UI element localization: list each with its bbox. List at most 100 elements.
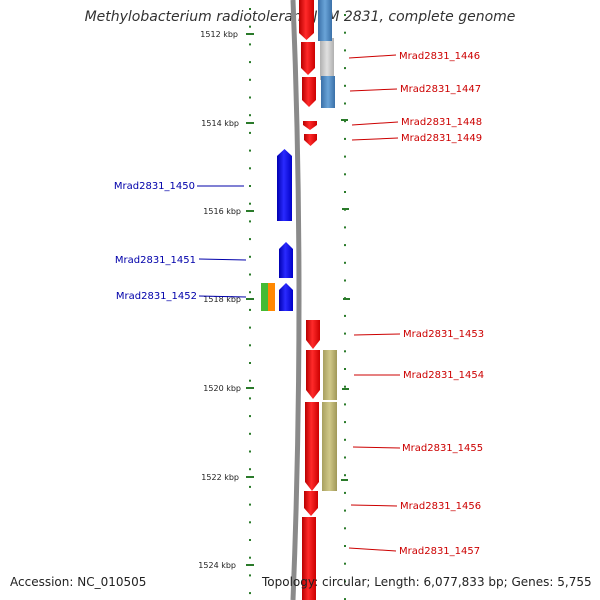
minor-tick-dot [344, 527, 346, 530]
tick-label: 1520 kbp [203, 384, 241, 393]
minor-tick-dot [249, 432, 251, 435]
gene-label-1446[interactable]: Mrad2831_1446 [399, 51, 480, 62]
minor-tick-dot [249, 362, 251, 364]
gene-arrows [277, 0, 320, 600]
gene-label-1455[interactable]: Mrad2831_1455 [402, 443, 483, 454]
khaki-feature [323, 350, 337, 400]
minor-tick-dot [249, 592, 251, 595]
minor-tick-dot [344, 456, 346, 459]
minor-tick-dot [249, 25, 251, 28]
gene-label-1453[interactable]: Mrad2831_1453 [403, 329, 484, 340]
steelblue-feature [318, 0, 332, 41]
minor-tick-dot [344, 562, 346, 565]
minor-tick-dot [249, 185, 251, 187]
green-feature [261, 283, 268, 311]
leader-line [349, 88, 398, 92]
leader-line [353, 333, 401, 336]
minor-tick-dot [344, 385, 346, 388]
minor-tick-dot [249, 397, 251, 400]
leader-line [348, 54, 397, 59]
minor-tick-dot [249, 131, 251, 134]
leader-line [350, 504, 398, 507]
genome-backbone [290, 0, 302, 600]
steelblue-feature [321, 76, 335, 108]
minor-tick-dot [344, 403, 346, 406]
minor-tick-dot [344, 226, 346, 229]
minor-tick-dot [344, 350, 346, 353]
leader-line [351, 137, 399, 141]
gene-arrow-reverse-1452 [279, 283, 293, 311]
gene-label-1448[interactable]: Mrad2831_1448 [401, 117, 482, 128]
minor-tick-dot [249, 326, 251, 329]
orange-feature [268, 283, 275, 311]
minor-tick-dot [249, 450, 251, 453]
tick-label: 1512 kbp [200, 30, 238, 39]
gene-arrow-forward-1454 [306, 350, 320, 399]
gene-arrow-forward-1455 [305, 402, 319, 491]
right-axis-ticks [341, 119, 350, 481]
minor-tick-dot [344, 244, 346, 247]
minor-tick-dot [344, 261, 346, 264]
minor-tick-dot [344, 31, 346, 34]
minor-tick-dot [344, 279, 346, 282]
leader-line [348, 547, 397, 552]
minor-tick-dot [249, 379, 251, 382]
minor-tick-dot [249, 273, 251, 276]
minor-tick-dot [344, 173, 346, 176]
minor-tick-dot [249, 344, 251, 347]
gene-arrow-reverse-1450 [277, 149, 292, 221]
khaki-feature [322, 402, 337, 491]
minor-tick-dot [344, 102, 346, 105]
feature-blocks [261, 0, 337, 491]
minor-tick-dot [344, 67, 346, 70]
leader-line [198, 258, 247, 261]
gene-label-1452[interactable]: Mrad2831_1452 [116, 291, 197, 302]
minor-tick-dot [249, 574, 251, 577]
gene-arrow-forward-1449 [304, 134, 317, 146]
minor-tick-dot [344, 332, 346, 335]
gene-label-1450[interactable]: Mrad2831_1450 [114, 181, 195, 192]
minor-tick-dot [249, 43, 251, 46]
gene-label-1457[interactable]: Mrad2831_1457 [399, 546, 480, 557]
minor-tick-dot [249, 61, 251, 64]
minor-tick-dot [249, 521, 251, 524]
leader-line [198, 295, 247, 298]
gene-labels: Mrad2831_1446 Mrad2831_1447 Mrad2831_144… [114, 51, 484, 557]
gene-label-1449[interactable]: Mrad2831_1449 [401, 133, 482, 144]
gene-arrow-forward [302, 77, 316, 107]
minor-tick-dot [249, 255, 251, 258]
minor-tick-dot [249, 149, 251, 152]
tick-label: 1524 kbp [198, 561, 236, 570]
minor-tick-dot [249, 556, 251, 559]
minor-tick-dot [249, 114, 251, 117]
minor-tick-dot [344, 545, 346, 547]
gene-label-1454[interactable]: Mrad2831_1454 [403, 370, 484, 381]
minor-tick-dot [344, 598, 346, 600]
minor-tick-dot [249, 468, 251, 471]
gene-label-1447[interactable]: Mrad2831_1447 [400, 84, 481, 95]
gene-label-1451[interactable]: Mrad2831_1451 [115, 255, 196, 266]
topology-text: Topology: circular; Length: 6,077,833 bp… [262, 575, 592, 589]
minor-tick-dot [344, 137, 346, 140]
minor-tick-dot [344, 191, 346, 193]
minor-tick-dot [249, 238, 251, 241]
tick-label: 1522 kbp [201, 473, 239, 482]
minor-tick-dot [344, 314, 346, 317]
gene-label-1456[interactable]: Mrad2831_1456 [400, 501, 481, 512]
accession-text: Accession: NC_010505 [10, 575, 147, 589]
minor-tick-dot [344, 155, 346, 158]
left-tick-track [249, 8, 251, 595]
minor-tick-dot [249, 503, 251, 506]
tick-label: 1514 kbp [201, 119, 239, 128]
gene-arrow-forward [299, 0, 314, 40]
right-tick-track [344, 14, 346, 600]
gene-arrow-forward-1457 [302, 517, 316, 600]
minor-tick-dot [249, 8, 251, 10]
minor-tick-dot [249, 415, 251, 418]
tick-label: 1516 kbp [203, 207, 241, 216]
minor-tick-dot [249, 308, 251, 311]
minor-tick-dot [344, 509, 346, 512]
minor-tick-dot [344, 474, 346, 477]
